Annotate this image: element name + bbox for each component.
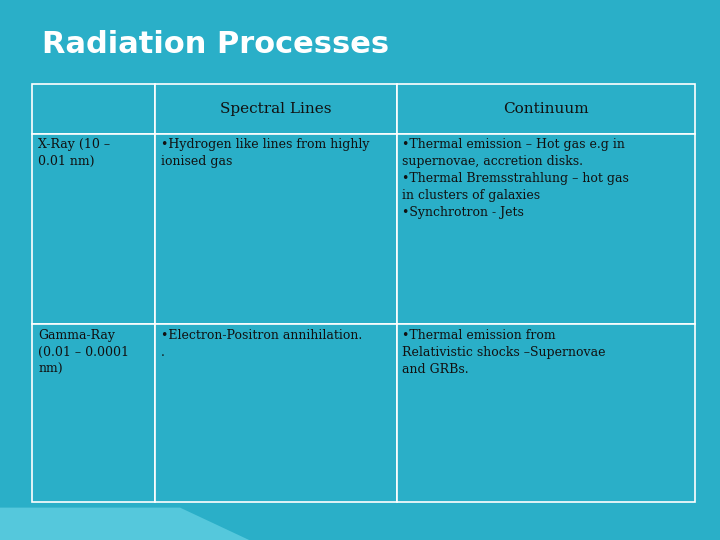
Text: Spectral Lines: Spectral Lines <box>220 102 332 116</box>
FancyBboxPatch shape <box>32 84 155 134</box>
FancyBboxPatch shape <box>397 134 695 325</box>
FancyBboxPatch shape <box>32 134 155 325</box>
Text: Radiation Processes: Radiation Processes <box>42 30 389 59</box>
Text: Gamma-Ray
(0.01 – 0.0001
nm): Gamma-Ray (0.01 – 0.0001 nm) <box>38 329 129 376</box>
FancyBboxPatch shape <box>155 134 397 325</box>
FancyBboxPatch shape <box>397 84 695 134</box>
Text: X-Ray (10 –
0.01 nm): X-Ray (10 – 0.01 nm) <box>38 138 110 168</box>
Text: •Hydrogen like lines from highly
ionised gas: •Hydrogen like lines from highly ionised… <box>161 138 369 168</box>
FancyBboxPatch shape <box>32 325 155 502</box>
Polygon shape <box>0 508 353 540</box>
Text: •Electron-Positron annihilation.
.: •Electron-Positron annihilation. . <box>161 329 362 359</box>
Text: •Thermal emission – Hot gas e.g in
supernovae, accretion disks.
•Thermal Bremsst: •Thermal emission – Hot gas e.g in super… <box>402 138 629 219</box>
FancyBboxPatch shape <box>155 325 397 502</box>
Text: •Thermal emission from
Relativistic shocks –Supernovae
and GRBs.: •Thermal emission from Relativistic shoc… <box>402 329 606 376</box>
FancyBboxPatch shape <box>155 84 397 134</box>
FancyBboxPatch shape <box>397 325 695 502</box>
Polygon shape <box>0 524 374 540</box>
Text: Continuum: Continuum <box>503 102 588 116</box>
